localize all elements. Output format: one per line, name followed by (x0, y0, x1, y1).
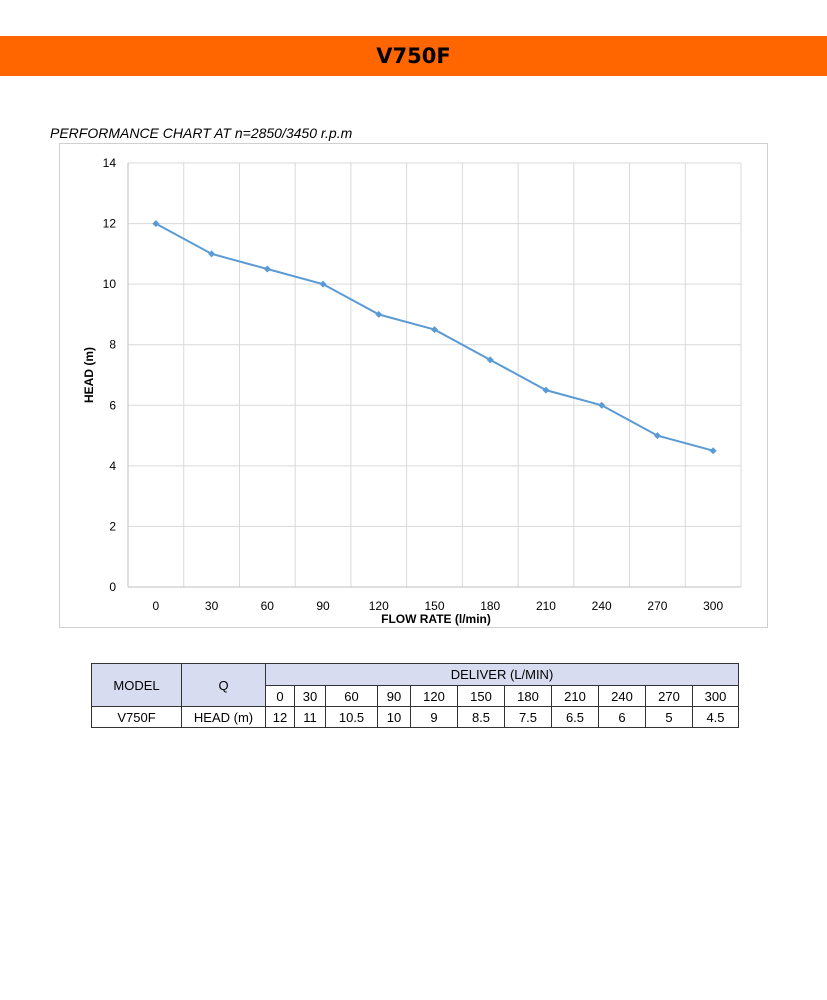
head-value-cell: 7.5 (504, 706, 552, 728)
flow-cell: 120 (410, 685, 458, 707)
x-tick-label: 60 (261, 599, 275, 613)
flow-cell: 180 (504, 685, 552, 707)
y-tick-label: 6 (109, 398, 116, 412)
x-tick-label: 0 (153, 599, 160, 613)
model-header: MODEL (91, 663, 182, 707)
flow-cell: 300 (692, 685, 739, 707)
deliver-header: DELIVER (L/MIN) (265, 663, 739, 686)
data-point (709, 447, 717, 455)
model-cell: V750F (91, 706, 182, 728)
head-value-cell: 10 (377, 706, 411, 728)
head-value-cell: 11 (294, 706, 326, 728)
data-point (375, 310, 383, 318)
performance-table: MODEL Q DELIVER (L/MIN) 0 30 60 90 120 150 180… (91, 663, 739, 728)
y-tick-label: 8 (109, 338, 116, 352)
data-point (152, 220, 160, 228)
flow-cell: 210 (551, 685, 599, 707)
flow-cell: 60 (325, 685, 378, 707)
x-tick-label: 120 (369, 599, 389, 613)
head-value-cell: 5 (645, 706, 693, 728)
data-point (263, 265, 271, 273)
flow-cell: 0 (265, 685, 295, 707)
data-point (486, 356, 494, 364)
x-tick-label: 240 (592, 599, 612, 613)
flow-cell: 30 (294, 685, 326, 707)
flow-cell: 270 (645, 685, 693, 707)
flow-cell: 240 (598, 685, 646, 707)
x-tick-label: 210 (536, 599, 556, 613)
flow-cell: 90 (377, 685, 411, 707)
performance-chart: 0 2 4 6 8 10 12 14 0 30 60 90 120 150 180 210 240 270 300… (82, 156, 742, 626)
chart-frame: 0 2 4 6 8 10 12 14 0 30 60 90 120 150 180 210 240 270 300… (59, 143, 768, 628)
data-point (319, 280, 327, 288)
head-value-cell: 6.5 (551, 706, 599, 728)
x-tick-label: 300 (703, 599, 723, 613)
y-tick-label: 2 (109, 519, 116, 533)
y-tick-label: 4 (109, 459, 116, 473)
data-point (542, 386, 550, 394)
data-point (208, 250, 216, 258)
x-tick-label: 270 (647, 599, 667, 613)
head-value-cell: 12 (265, 706, 295, 728)
head-value-cell: 9 (410, 706, 458, 728)
x-tick-label: 150 (424, 599, 444, 613)
model-title: V750F (376, 44, 451, 68)
x-tick-label: 180 (480, 599, 500, 613)
head-value-cell: 10.5 (325, 706, 378, 728)
q-header: Q (181, 663, 266, 707)
data-point (598, 401, 606, 409)
head-value-cell: 6 (598, 706, 646, 728)
y-tick-label: 10 (103, 277, 117, 291)
data-point (431, 326, 438, 334)
y-tick-label: 12 (103, 217, 117, 231)
head-label-cell: HEAD (m) (181, 706, 266, 728)
x-axis-label: FLOW RATE (l/min) (381, 612, 491, 626)
y-tick-label: 0 (109, 580, 116, 594)
title-banner: V750F (0, 36, 827, 76)
flow-cell: 150 (457, 685, 505, 707)
x-tick-label: 30 (205, 599, 219, 613)
chart-title: PERFORMANCE CHART AT n=2850/3450 r.p.m (50, 125, 353, 141)
data-point (653, 432, 661, 440)
x-tick-label: 90 (316, 599, 330, 613)
head-value-cell: 8.5 (457, 706, 505, 728)
y-tick-label: 14 (103, 156, 117, 170)
y-axis-label: HEAD (m) (82, 347, 96, 403)
head-value-cell: 4.5 (692, 706, 739, 728)
